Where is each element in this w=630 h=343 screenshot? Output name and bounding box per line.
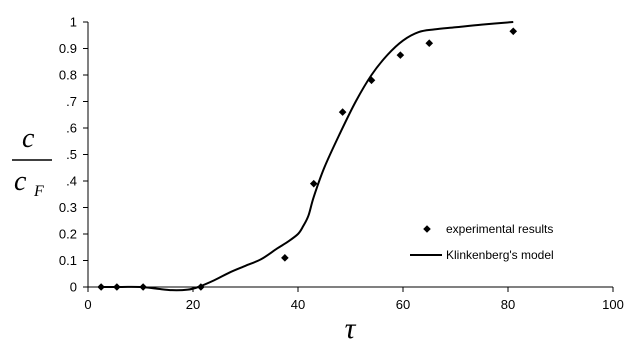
x-tick-label: 80 — [501, 297, 515, 312]
data-point-experimental — [338, 108, 347, 116]
y-tick-label: 0.9 — [59, 41, 77, 56]
y-label-subscript: F — [33, 183, 44, 200]
data-point-experimental — [425, 39, 434, 47]
series-line-klinkenberg-model — [101, 21, 514, 292]
y-label-denominator: c — [14, 166, 27, 197]
legend-label-model: Klinkenberg's model — [446, 248, 554, 262]
data-point-experimental — [113, 283, 121, 291]
y-tick-label: .7 — [66, 94, 77, 109]
data-point-experimental — [396, 51, 405, 59]
x-tick-label: 100 — [602, 297, 624, 312]
y-axis-label: c c F — [12, 123, 52, 200]
x-tick-label: 0 — [84, 297, 91, 312]
ticks: 0 0.1 0.2 0.3 .4 .5 .6 .7 0.8 0.9 1 0 20 40 60 80 100 — [59, 15, 624, 313]
plot-area — [97, 21, 518, 292]
legend-marker-experimental — [423, 225, 431, 233]
data-point-experimental — [197, 283, 205, 291]
legend-label-experimental: experimental results — [446, 222, 553, 236]
x-tick-label: 20 — [186, 297, 200, 312]
data-point-experimental — [97, 283, 105, 291]
data-point-experimental — [367, 76, 376, 85]
data-point-experimental — [281, 254, 289, 262]
data-point-experimental — [309, 179, 318, 188]
y-tick-label: 0.2 — [59, 227, 77, 242]
y-tick-label: 0 — [70, 280, 77, 295]
data-point-experimental — [509, 27, 518, 36]
x-axis-label: τ — [345, 312, 357, 343]
x-tick-label: 40 — [291, 297, 305, 312]
y-tick-label: 0.3 — [59, 200, 77, 215]
y-tick-label: .4 — [66, 174, 77, 189]
y-tick-label: 0.8 — [59, 68, 77, 83]
y-label-numerator: c — [22, 123, 35, 154]
y-tick-label: .5 — [66, 147, 77, 162]
y-tick-label: .6 — [66, 121, 77, 136]
x-tick-label: 60 — [396, 297, 410, 312]
y-tick-label: 0.1 — [59, 253, 77, 268]
y-tick-label: 1 — [70, 15, 77, 30]
data-point-experimental — [139, 283, 147, 291]
legend: experimental results Klinkenberg's model — [410, 222, 554, 262]
